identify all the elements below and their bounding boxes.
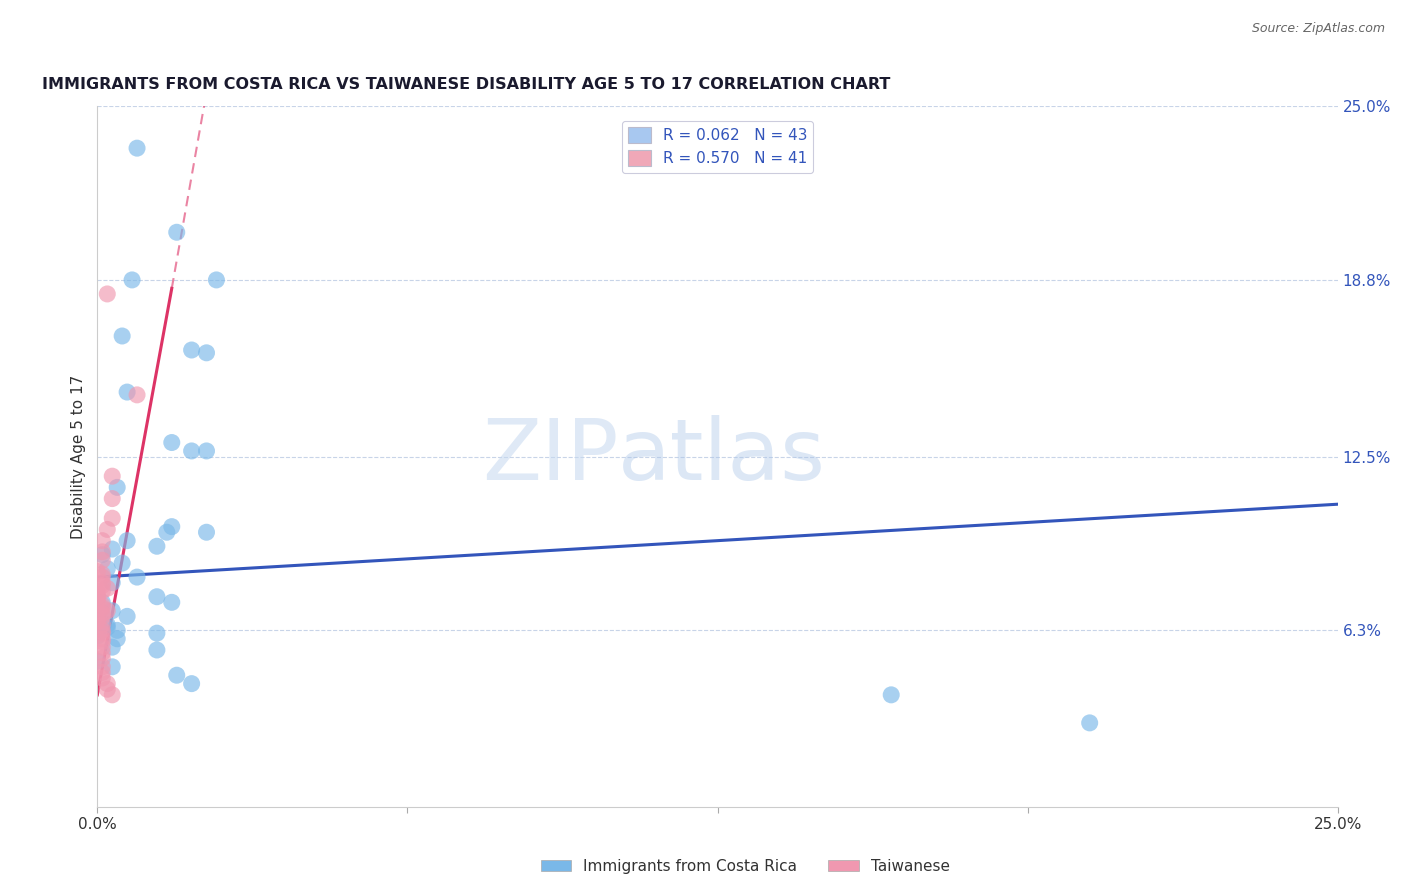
Point (101, 575, 124, 590)
Point (91, 598, 114, 612)
Point (166, 225, 188, 239)
Point (91, 651, 114, 665)
Point (96, 523, 118, 537)
Point (195, 525, 218, 540)
Point (86, 612, 108, 626)
Point (105, 480, 128, 494)
Point (180, 444, 202, 458)
Point (115, 533, 138, 548)
Point (96, 287, 118, 301)
Point (91, 671, 114, 685)
Point (96, 621, 118, 635)
Text: ZIP: ZIP (482, 415, 619, 498)
Point (96, 682, 118, 697)
Point (91, 646, 114, 660)
Point (101, 688, 124, 702)
Point (160, 595, 183, 609)
Point (146, 539, 169, 553)
Point (91, 665, 114, 680)
Point (91, 545, 114, 559)
Point (146, 626, 169, 640)
Point (96, 604, 118, 618)
Point (115, 609, 138, 624)
Point (91, 584, 114, 599)
Point (111, 556, 134, 570)
Text: atlas: atlas (619, 415, 827, 498)
Point (195, 346, 218, 360)
Point (105, 632, 128, 646)
Point (880, 688, 903, 702)
Point (91, 634, 114, 648)
Point (91, 624, 114, 638)
Point (86, 654, 108, 668)
Point (101, 469, 124, 483)
Point (91, 609, 114, 624)
Point (180, 676, 202, 690)
Point (121, 273, 143, 287)
Point (91, 548, 114, 562)
Point (91, 632, 114, 646)
Legend: Immigrants from Costa Rica, Taiwanese: Immigrants from Costa Rica, Taiwanese (534, 853, 956, 880)
Point (91, 578, 114, 592)
Point (205, 273, 228, 287)
Text: IMMIGRANTS FROM COSTA RICA VS TAIWANESE DISABILITY AGE 5 TO 17 CORRELATION CHART: IMMIGRANTS FROM COSTA RICA VS TAIWANESE … (42, 78, 890, 93)
Point (91, 601, 114, 615)
Point (195, 444, 218, 458)
Point (91, 567, 114, 582)
Point (86, 595, 108, 609)
Point (101, 604, 124, 618)
Point (166, 668, 188, 682)
Point (125, 570, 148, 584)
Point (96, 562, 118, 576)
Point (111, 329, 134, 343)
Point (156, 525, 179, 540)
Point (180, 343, 202, 357)
Point (125, 141, 148, 155)
Point (96, 676, 118, 690)
Point (101, 660, 124, 674)
Point (91, 595, 114, 609)
Legend: R = 0.062   N = 43, R = 0.570   N = 41: R = 0.062 N = 43, R = 0.570 N = 41 (621, 120, 814, 172)
Point (160, 435, 183, 450)
Point (105, 624, 128, 638)
Point (1078, 715, 1101, 730)
Point (115, 385, 138, 400)
Point (91, 570, 114, 584)
Point (86, 587, 108, 601)
Point (91, 617, 114, 632)
Point (86, 592, 108, 607)
Point (101, 542, 124, 557)
Point (91, 607, 114, 621)
Text: Source: ZipAtlas.com: Source: ZipAtlas.com (1251, 22, 1385, 36)
Point (86, 629, 108, 643)
Point (125, 388, 148, 402)
Point (146, 590, 169, 604)
Point (86, 565, 108, 579)
Point (91, 660, 114, 674)
Point (101, 640, 124, 655)
Point (86, 612, 108, 626)
Point (160, 519, 183, 533)
Point (101, 491, 124, 506)
Point (91, 626, 114, 640)
Point (91, 533, 114, 548)
Point (91, 553, 114, 567)
Point (91, 575, 114, 590)
Point (101, 511, 124, 525)
Point (96, 582, 118, 596)
Point (96, 617, 118, 632)
Y-axis label: Disability Age 5 to 17: Disability Age 5 to 17 (72, 375, 86, 539)
Point (86, 590, 108, 604)
Point (146, 643, 169, 657)
Point (86, 615, 108, 629)
Point (91, 640, 114, 655)
